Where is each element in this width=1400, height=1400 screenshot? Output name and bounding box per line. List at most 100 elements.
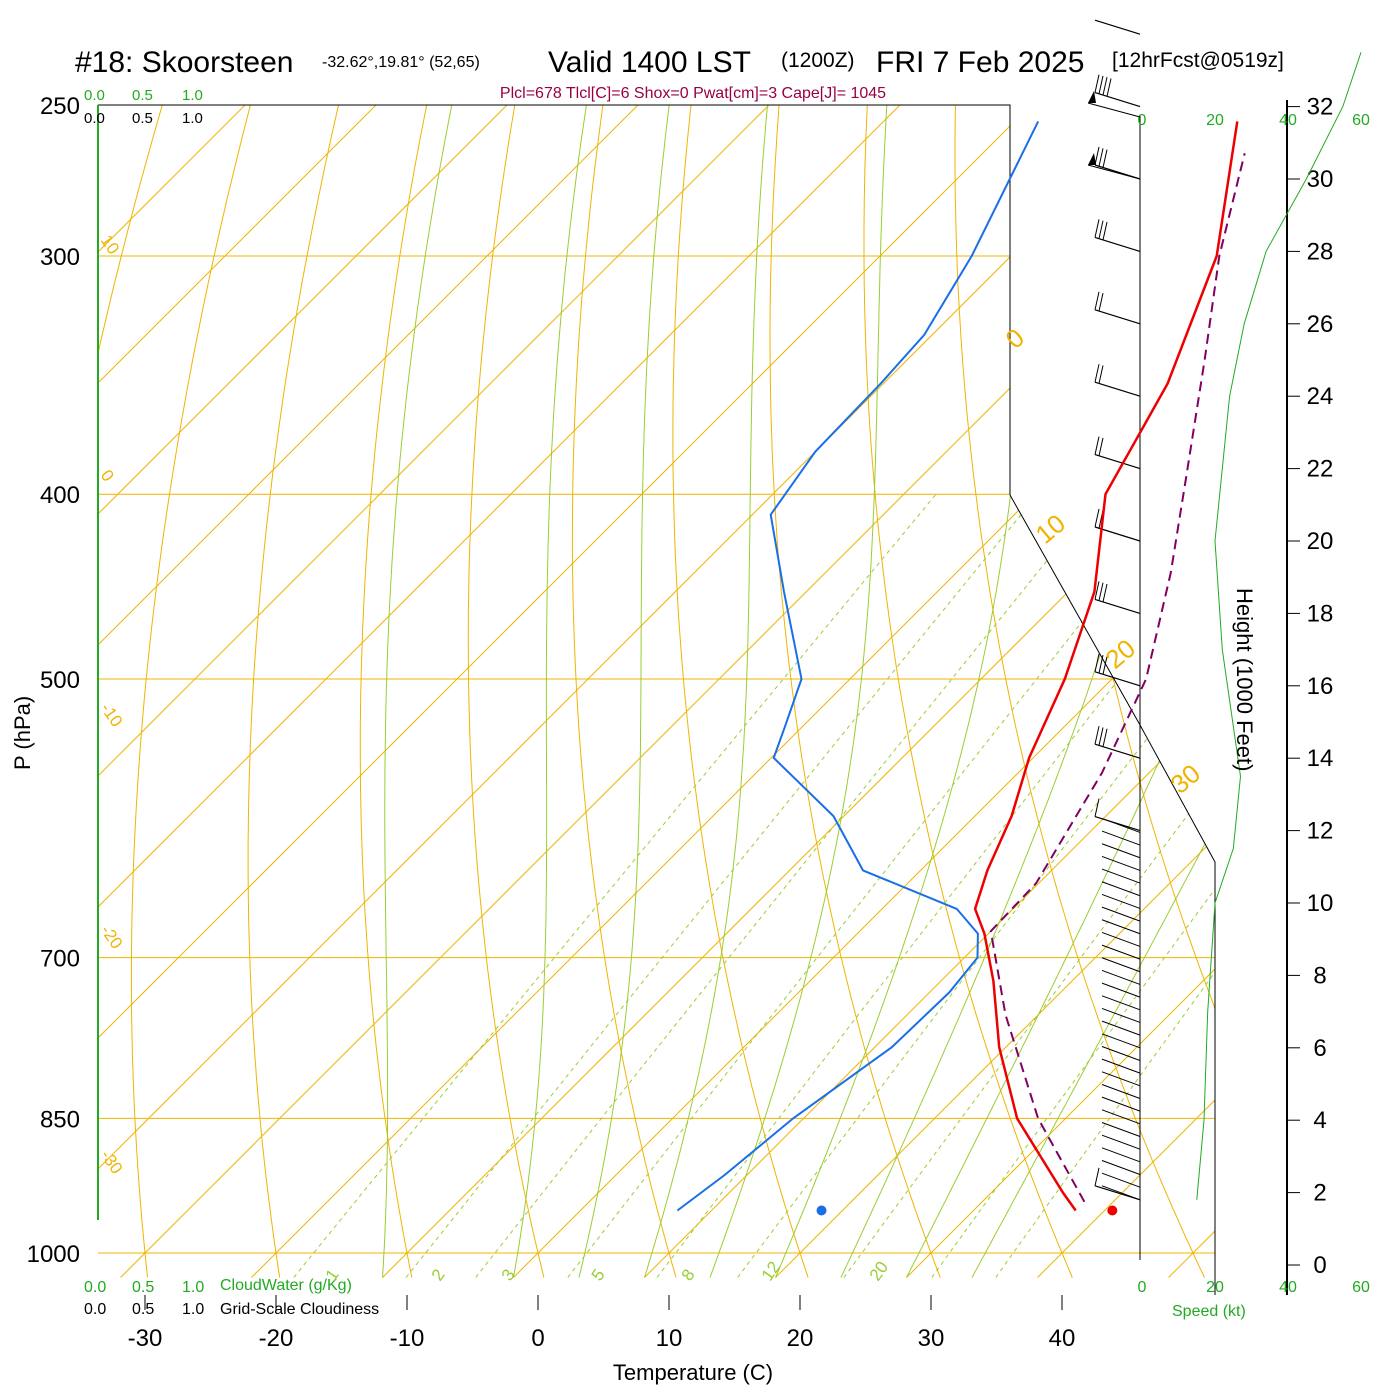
dry-adiabat-label--10: -10 bbox=[97, 699, 127, 730]
isotherm--60 bbox=[98, 105, 901, 1278]
cloudiness-bottom-0: 0.0 bbox=[84, 1301, 106, 1318]
height-tick-26: 26 bbox=[1307, 311, 1334, 338]
dry-adiabat-30 bbox=[769, 105, 941, 1278]
station-location: -32.62°,19.81° (52,65) bbox=[322, 54, 480, 71]
mixing-ratio-8 bbox=[656, 493, 1215, 1278]
surface-dewpoint-dot bbox=[816, 1205, 827, 1216]
isotherm--10 bbox=[382, 105, 1215, 1278]
dry-adiabat-10 bbox=[571, 105, 677, 1278]
temp-tick-10: 10 bbox=[656, 1325, 683, 1352]
isotherm-30 bbox=[906, 105, 1215, 1278]
wind-barb-feather bbox=[1094, 581, 1100, 600]
wind-barb-feather bbox=[1102, 149, 1108, 168]
cloudwater-top-2: 1.0 bbox=[182, 87, 203, 104]
cloudwater-bottom-1: 0.5 bbox=[132, 1279, 154, 1296]
temp-tick-20: 20 bbox=[787, 1325, 814, 1352]
height-tick-10: 10 bbox=[1307, 890, 1334, 917]
height-tick-12: 12 bbox=[1307, 818, 1334, 845]
wind-barb-2 bbox=[1094, 743, 1141, 759]
mixing-ratio-label-12: 12 bbox=[758, 1258, 784, 1284]
isotherm--100 bbox=[98, 105, 377, 1278]
cloudiness-bottom-2: 1.0 bbox=[182, 1301, 204, 1318]
wind-barb-feather bbox=[1098, 365, 1104, 384]
wind-barb-low bbox=[1101, 1147, 1141, 1163]
dry-adiabat--30 bbox=[130, 105, 251, 1278]
dry-adiabat-label-10: 10 bbox=[97, 231, 123, 257]
wind-barb-low bbox=[1101, 1160, 1141, 1175]
wind-barb-feather bbox=[1098, 727, 1104, 746]
mixing-ratio-5 bbox=[567, 493, 1184, 1278]
cloudwater-top-0: 0.0 bbox=[84, 87, 105, 104]
wind-barb-feather bbox=[1094, 726, 1100, 745]
dewpoint-line bbox=[676, 120, 1040, 1212]
wind-barb-feather bbox=[1098, 220, 1104, 239]
wind-panel: 0246810121416182022242628303200202040406… bbox=[1087, 19, 1370, 1296]
wind-barb-feather bbox=[1102, 583, 1108, 603]
temp-tick-30: 30 bbox=[918, 1325, 945, 1352]
mixing-ratio-label-20: 20 bbox=[866, 1258, 892, 1284]
isotherm--40 bbox=[98, 105, 1163, 1278]
height-tick-22: 22 bbox=[1307, 456, 1334, 483]
wind-barb-feather bbox=[1094, 798, 1100, 817]
mixing-ratio-label-8: 8 bbox=[678, 1266, 699, 1285]
utc-time: (1200Z) bbox=[781, 49, 855, 72]
wind-barb-feather bbox=[1102, 728, 1108, 747]
wind-barb-low bbox=[1101, 843, 1141, 859]
wind-barb-low bbox=[1101, 893, 1141, 909]
background-lines bbox=[98, 105, 1400, 1278]
isotherm-label-20: 20 bbox=[1100, 633, 1141, 675]
moist-adiabat-35 bbox=[971, 105, 1215, 1278]
height-tick-18: 18 bbox=[1307, 600, 1334, 627]
pressure-tick-250: 250 bbox=[40, 93, 80, 120]
dry-adiabat-label--20: -20 bbox=[97, 921, 127, 952]
data-series bbox=[676, 120, 1246, 1216]
pressure-tick-300: 300 bbox=[40, 244, 80, 271]
pressure-tick-400: 400 bbox=[40, 482, 80, 509]
wind-barb-low bbox=[1101, 995, 1141, 1011]
dry-adiabat-20 bbox=[672, 105, 809, 1278]
wind-barb-low bbox=[1101, 919, 1141, 935]
height-tick-6: 6 bbox=[1313, 1035, 1326, 1062]
wind-barb-feather bbox=[1098, 654, 1104, 674]
height-tick-24: 24 bbox=[1307, 383, 1334, 410]
wind-barb-feather bbox=[1098, 75, 1104, 95]
moist-adiabat-5 bbox=[578, 105, 670, 1278]
wind-barb-low bbox=[1101, 868, 1141, 884]
cloudwater-bottom-0: 0.0 bbox=[84, 1279, 106, 1296]
speed-tick-bottom-20: 20 bbox=[1206, 1279, 1224, 1296]
isotherm-40 bbox=[1037, 105, 1215, 1278]
speed-tick-top-60: 60 bbox=[1352, 112, 1370, 129]
wind-barb-1 bbox=[1094, 816, 1141, 832]
temperature-line bbox=[973, 121, 1239, 1212]
dry-adiabat--20 bbox=[247, 105, 339, 1278]
wind-barb-feather bbox=[1102, 221, 1108, 241]
wind-barb-low bbox=[1101, 1033, 1141, 1049]
dry-adiabat-70 bbox=[1131, 105, 1215, 1278]
temperature-axis: -30 -20 -10 0 10 20 30 40 bbox=[128, 1295, 1076, 1352]
y-axis-label: P (hPa) bbox=[10, 696, 35, 770]
valid-time: Valid 1400 LST bbox=[548, 46, 751, 79]
forecast-label: [12hrFcst@0519z] bbox=[1112, 49, 1284, 72]
wind-pennant-staff-0 bbox=[1087, 102, 1141, 118]
wind-pennant-0 bbox=[1088, 91, 1096, 103]
wind-barb-feather bbox=[1098, 148, 1104, 167]
height-tick-0: 0 bbox=[1313, 1252, 1326, 1279]
pressure-tick-1000: 1000 bbox=[27, 1241, 80, 1268]
speed-tick-top-0: 0 bbox=[1138, 112, 1147, 129]
temp-tick-40: 40 bbox=[1049, 1325, 1076, 1352]
dry-adiabat-0 bbox=[467, 105, 545, 1278]
wind-barb-low bbox=[1101, 906, 1141, 922]
dry-adiabat-50 bbox=[954, 105, 1205, 1278]
isotherm--20 bbox=[251, 105, 1215, 1278]
cloudwater-label: CloudWater (g/Kg) bbox=[220, 1277, 352, 1294]
wind-barb-feather bbox=[1094, 436, 1100, 455]
wind-barb-feather bbox=[1094, 74, 1100, 93]
moist-adiabat-15 bbox=[709, 105, 888, 1278]
pressure-axis: 250 300 400 500 700 850 1000 bbox=[27, 93, 80, 1268]
height-tick-32: 32 bbox=[1307, 94, 1334, 121]
height-axis-label: Height (1000 Feet) bbox=[1232, 588, 1257, 771]
dry-adiabat-100 bbox=[1396, 105, 1400, 1278]
height-tick-14: 14 bbox=[1307, 745, 1334, 772]
plot-border bbox=[98, 104, 1216, 1295]
